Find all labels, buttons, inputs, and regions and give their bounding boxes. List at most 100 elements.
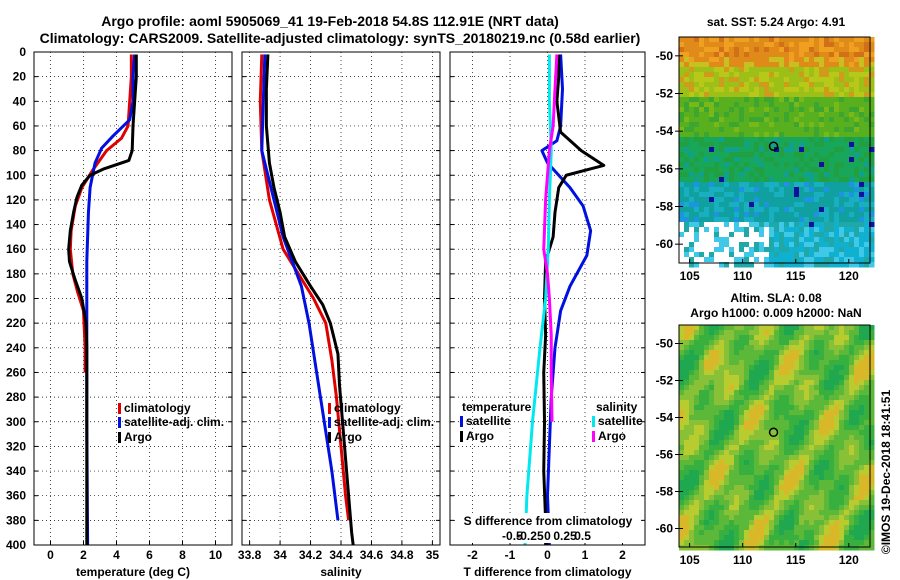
- sst-map-cell: [694, 82, 700, 88]
- sla-map-cell: [809, 355, 815, 361]
- sst-map-cell: [854, 247, 860, 253]
- sst-map-cell: [849, 92, 855, 98]
- sla-map-cell: [744, 445, 750, 451]
- sst-map-cell: [854, 97, 860, 103]
- sst-map-cell: [729, 192, 735, 198]
- sla-map-cell: [849, 450, 855, 456]
- sla-map-cell: [854, 470, 860, 476]
- sla-map-cell: [739, 330, 745, 336]
- sst-map-cell: [764, 222, 770, 228]
- sla-map-cell: [814, 460, 820, 466]
- sst-map-cell: [784, 197, 790, 203]
- sla-map-cell: [784, 405, 790, 411]
- sst-map-cell: [724, 77, 730, 83]
- sla-map-cell: [769, 330, 775, 336]
- sla-map-cell: [854, 400, 860, 406]
- sst-map-cell: [869, 122, 875, 128]
- sla-map-cell: [734, 500, 740, 506]
- sst-map-cell: [854, 237, 860, 243]
- sla-map-cell: [869, 530, 875, 536]
- sla-map-cell: [784, 380, 790, 386]
- sla-map-cell: [734, 520, 740, 526]
- sla-map-cell: [809, 535, 815, 541]
- sla-map-cell: [769, 515, 775, 521]
- sla-map-cell: [739, 480, 745, 486]
- sla-map-cell: [684, 470, 690, 476]
- sla-map-cell: [834, 540, 840, 546]
- sst-map-cell: [784, 97, 790, 103]
- sst-map-cell: [714, 102, 720, 108]
- sst-map-cell: [744, 232, 750, 238]
- sst-map-cell: [734, 162, 740, 168]
- sst-map-cell: [764, 82, 770, 88]
- sla-map-cell: [859, 500, 865, 506]
- sst-map-cell: [739, 67, 745, 73]
- sla-map-cell: [694, 545, 700, 551]
- sla-map-cell: [794, 475, 800, 481]
- sla-map-cell: [714, 490, 720, 496]
- sla-map-cell: [709, 420, 715, 426]
- sla-map-cell: [869, 475, 875, 481]
- sst-map-cell: [849, 187, 855, 193]
- sst-map-cell: [719, 87, 725, 93]
- sla-map-cell: [769, 430, 775, 436]
- sst-map-cell: [864, 92, 870, 98]
- sst-map-cell: [754, 217, 760, 223]
- sla-map-cell: [849, 500, 855, 506]
- sla-map-cell: [694, 395, 700, 401]
- sst-map-cell: [749, 127, 755, 133]
- sla-map-cell: [679, 480, 685, 486]
- sst-map-cell: [864, 62, 870, 68]
- sst-map-cell: [759, 162, 765, 168]
- sla-map-cell: [724, 535, 730, 541]
- sla-map-cell: [834, 470, 840, 476]
- sst-map-cell: [714, 252, 720, 258]
- sst-map-cell: [844, 82, 850, 88]
- sla-map-cell: [824, 395, 830, 401]
- sla-map-cell: [769, 490, 775, 496]
- sla-map-cell: [799, 535, 805, 541]
- sla-ytick-label: -54: [656, 411, 674, 425]
- sla-map-cell: [714, 460, 720, 466]
- sst-map-cell: [729, 182, 735, 188]
- sst-map-cell: [719, 77, 725, 83]
- sst-map-cell: [764, 62, 770, 68]
- sst-map-cell: [784, 222, 790, 228]
- sla-map-cell: [764, 345, 770, 351]
- sst-map-cell: [779, 67, 785, 73]
- sst-map-cell: [804, 187, 810, 193]
- sst-map-cell: [824, 157, 830, 163]
- sla-map-cell: [749, 420, 755, 426]
- sst-map-cell: [709, 102, 715, 108]
- sla-map-cell: [699, 415, 705, 421]
- sla-map-cell: [854, 375, 860, 381]
- sst-map-cell: [764, 187, 770, 193]
- sst-map-cell: [844, 62, 850, 68]
- sla-map-cell: [724, 430, 730, 436]
- sla-map-cell: [739, 495, 745, 501]
- sla-map-cell: [869, 525, 875, 531]
- sla-map-cell: [839, 410, 845, 416]
- sst-map-cell: [699, 202, 705, 208]
- sla-map-cell: [734, 390, 740, 396]
- sla-map-cell: [679, 470, 685, 476]
- sla-map-cell: [719, 380, 725, 386]
- sla-map-cell: [814, 450, 820, 456]
- sst-map-cell: [749, 177, 755, 183]
- sla-map-cell: [839, 460, 845, 466]
- sst-map-cell: [819, 102, 825, 108]
- sla-map-cell: [809, 480, 815, 486]
- sst-map-cell: [744, 252, 750, 258]
- sst-map-cell: [729, 117, 735, 123]
- sla-map-cell: [794, 390, 800, 396]
- sst-map-cell: [694, 127, 700, 133]
- sla-map-cell: [809, 395, 815, 401]
- sst-xtick-label: 120: [839, 269, 859, 283]
- sst-map-cell: [809, 197, 815, 203]
- sla-map-cell: [759, 385, 765, 391]
- sst-map-cell: [754, 227, 760, 233]
- sla-map-cell: [869, 385, 875, 391]
- sla-map-cell: [794, 470, 800, 476]
- sla-map-cell: [844, 520, 850, 526]
